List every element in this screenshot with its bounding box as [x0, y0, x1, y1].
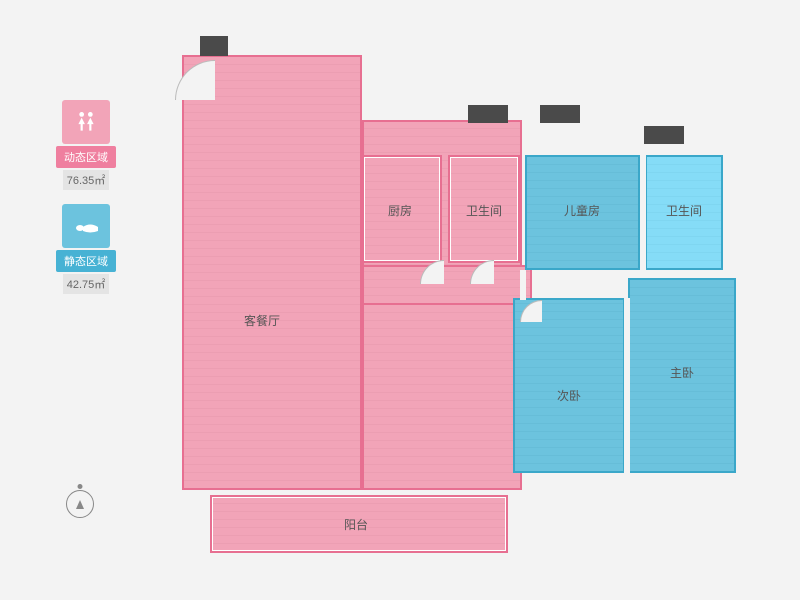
room-label-master: 主卧 [662, 364, 702, 381]
gap-3 [624, 298, 630, 473]
wall-notch-0 [200, 36, 228, 56]
legend-value-dynamic: 76.35㎡ [63, 170, 110, 190]
legend-title-dynamic: 动态区域 [56, 146, 116, 168]
compass-icon [66, 490, 94, 518]
dynamic-icon [62, 100, 110, 144]
door-arc-0 [175, 60, 215, 100]
room-second [513, 298, 625, 473]
gap-2 [640, 155, 646, 270]
gap-0 [508, 490, 522, 555]
legend-static: 静态区域42.75㎡ [56, 204, 116, 294]
room-living3 [362, 265, 532, 305]
legend-value-static: 42.75㎡ [63, 274, 110, 294]
room-label-balcony: 阳台 [336, 516, 376, 533]
wall-notch-3 [644, 126, 684, 144]
room-label-second: 次卧 [549, 387, 589, 404]
room-label-kids: 儿童房 [562, 202, 602, 219]
floorplan-canvas: 客餐厅厨房卫生间阳台儿童房卫生间次卧主卧动态区域76.35㎡静态区域42.75㎡ [0, 0, 800, 600]
legend-dynamic: 动态区域76.35㎡ [56, 100, 116, 190]
room-living [182, 55, 362, 490]
room-label-kitchen: 厨房 [380, 202, 420, 219]
wall-notch-2 [540, 105, 580, 123]
wall-notch-1 [468, 105, 508, 123]
room-label-living: 客餐厅 [242, 312, 282, 329]
room-label-bath1: 卫生间 [464, 202, 504, 219]
legend-title-static: 静态区域 [56, 250, 116, 272]
static-icon [62, 204, 110, 248]
gap-1 [520, 270, 526, 300]
room-label-bath2: 卫生间 [664, 202, 704, 219]
